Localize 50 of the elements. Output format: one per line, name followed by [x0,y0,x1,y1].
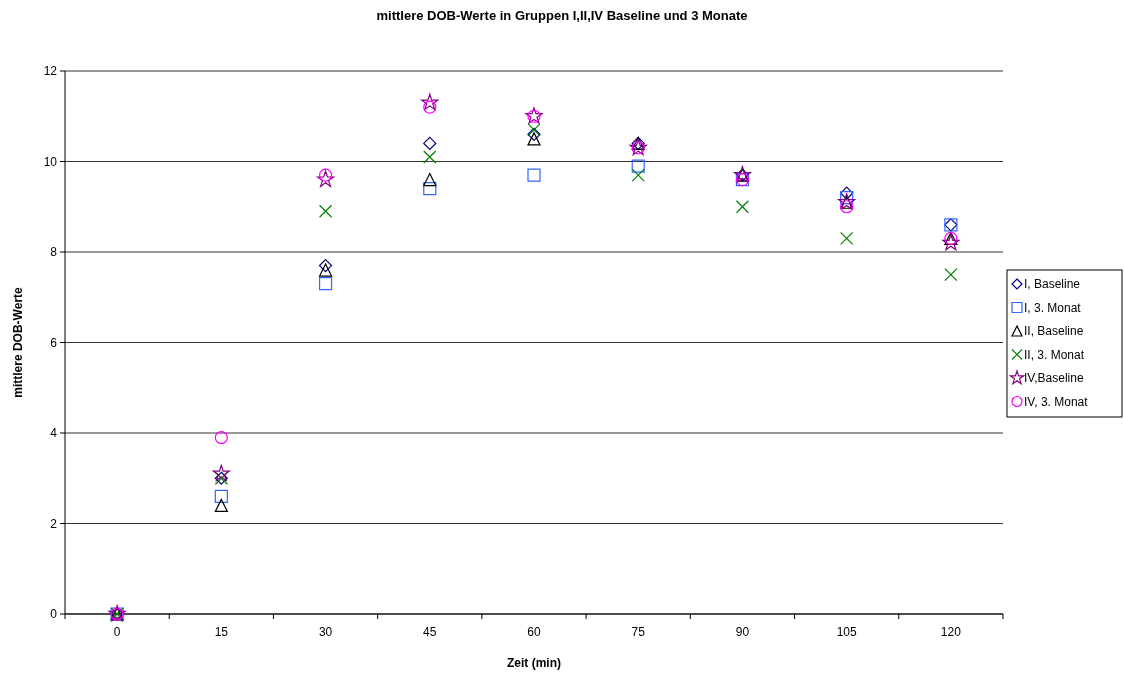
y-tick-label: 2 [50,516,58,531]
point [212,464,230,482]
point [735,200,750,214]
x-tick-label: 45 [423,625,437,639]
y-tick-label: 8 [50,245,58,260]
point [318,263,333,277]
legend-label: I, 3. Monat [1024,300,1082,315]
point [631,168,645,182]
point [527,127,541,141]
point [840,231,854,246]
x-tick-label: 75 [631,625,646,639]
x-tick-label: 105 [836,625,857,639]
point [423,136,437,150]
y-tick-label: 12 [43,64,58,79]
point [423,182,437,196]
legend-label: IV,Baseline [1024,371,1084,386]
point [318,277,333,291]
legend-label: I, Baseline [1024,277,1081,292]
y-axis-title: mittlere DOB-Werte [11,286,25,398]
legend-label: II, Baseline [1024,324,1084,339]
point [527,123,541,137]
point [840,186,854,200]
point [527,168,541,182]
x-tick-label: 0 [113,625,121,639]
point [318,258,333,273]
y-tick-label: 4 [50,426,58,441]
x-tick-label: 120 [940,625,962,639]
point [214,489,228,503]
point [214,498,228,512]
point [423,150,437,164]
legend-label: II, 3. Monat [1024,347,1085,362]
legend-label: IV, 3. Monat [1024,394,1089,409]
x-tick-label: 90 [735,625,750,639]
point [631,159,645,173]
chart-title: mittlere DOB-Werte in Gruppen I,II,IV Baseline und 3 Monate [376,8,748,23]
x-tick-label: 30 [318,625,333,639]
x-tick-label: 60 [527,625,541,639]
x-axis-title: Zeit (min) [507,656,561,670]
point [421,93,439,111]
point [214,430,228,445]
point [316,170,335,187]
point [942,233,960,251]
point [423,173,437,187]
point [318,204,333,218]
x-tick-label: 15 [214,625,229,639]
y-tick-label: 0 [50,607,58,622]
point [944,268,958,282]
y-tick-label: 6 [50,335,58,350]
y-tick-label: 10 [43,154,58,169]
point [527,132,541,146]
